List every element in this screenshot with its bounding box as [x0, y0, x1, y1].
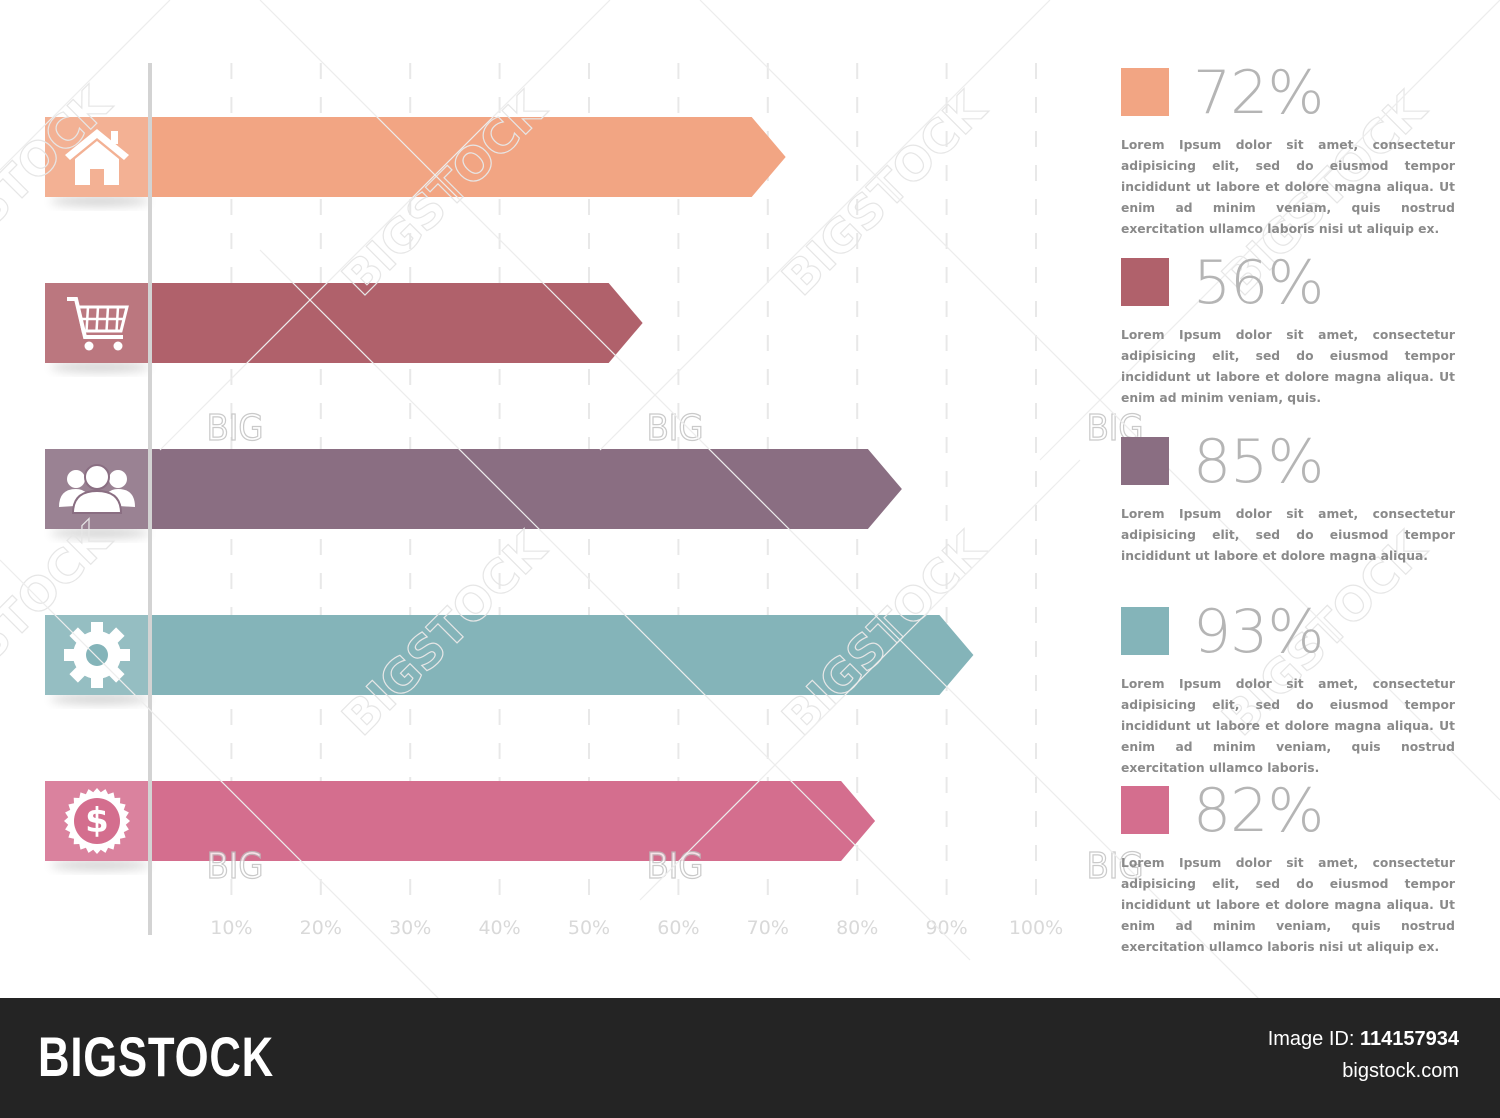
legend-swatch [1121, 607, 1169, 655]
watermark-small-text: BIG [207, 408, 264, 449]
x-axis-ticks: 10% 20% 30% 40% 50% 60% 70% 80% 90% 100% [210, 917, 1063, 939]
bar-body [45, 449, 902, 529]
legend-swatch [1121, 258, 1169, 306]
watermark-small-text: BIG [647, 408, 704, 449]
x-tick-label: 100% [1009, 917, 1063, 939]
bar-shadow [50, 694, 150, 704]
people-icon [59, 464, 135, 514]
bar-shadow [50, 196, 150, 206]
image-id-label: Image ID: [1267, 1028, 1355, 1050]
bars: $ [45, 117, 974, 861]
bar-shadows [50, 196, 150, 870]
bar [45, 615, 974, 695]
bar-body [45, 283, 643, 363]
x-tick-label: 10% [210, 917, 252, 939]
bar-body [45, 781, 876, 861]
bar [45, 283, 643, 363]
bar-shadow [50, 362, 150, 372]
home-icon [65, 129, 129, 185]
x-tick-label: 60% [657, 917, 699, 939]
legend-description: Lorem Ipsum dolor sit amet, consectetur … [1121, 328, 1455, 405]
legend-description: Lorem Ipsum dolor sit amet, consectetur … [1121, 507, 1455, 563]
site-url[interactable]: bigstock.com [1342, 1060, 1459, 1082]
legend-description: Lorem Ipsum dolor sit amet, consectetur … [1121, 138, 1455, 236]
x-tick-label: 40% [478, 917, 520, 939]
x-tick-label: 80% [836, 917, 878, 939]
legend-percent: 72% [1193, 58, 1324, 128]
watermark-line [259, 249, 971, 961]
watermark-line [599, 0, 1051, 451]
dollar-icon: $ [64, 788, 130, 854]
watermark-small-text: BIG [647, 846, 704, 887]
image-id-line: Image ID: 114157934 [1268, 1028, 1459, 1051]
x-tick-label: 70% [747, 917, 789, 939]
legend-percent: 93% [1193, 597, 1324, 667]
bar-chart: 10% 20% 30% 40% 50% 60% 70% 80% 90% 100% $ BIGSTO… [0, 0, 1500, 998]
x-tick-label: 90% [925, 917, 967, 939]
brand-logo: BIGSTOCK [38, 1025, 274, 1088]
x-tick-label: 20% [300, 917, 342, 939]
bar [45, 449, 902, 529]
legend-percent: 56% [1193, 248, 1324, 318]
gear-icon [64, 622, 130, 688]
legend-swatch [1121, 68, 1169, 116]
bar-body [45, 615, 974, 695]
watermark-small-text: BIG [1087, 846, 1144, 887]
bar-body [45, 117, 786, 197]
legend-description: Lorem Ipsum dolor sit amet, consectetur … [1121, 856, 1455, 954]
watermark-text: BIGSTOCK [772, 80, 998, 306]
legend-percent: 85% [1193, 427, 1324, 497]
legend-description: Lorem Ipsum dolor sit amet, consectetur … [1121, 677, 1455, 775]
watermark-line [1039, 0, 1500, 461]
footer-bar: BIGSTOCK Image ID: 114157934 bigstock.co… [0, 998, 1500, 1118]
bar: $ [45, 781, 876, 861]
watermark-line [159, 0, 611, 451]
bar-shadow [50, 860, 150, 870]
image-id-value: 114157934 [1359, 1028, 1459, 1050]
cart-icon [67, 297, 129, 351]
bar-shadow [50, 528, 150, 538]
watermark-line [639, 459, 1081, 901]
y-axis-line [148, 63, 152, 935]
legend-swatch [1121, 786, 1169, 834]
watermark-line [0, 559, 439, 998]
watermark-line [699, 0, 1500, 801]
watermark-small-text: BIG [207, 846, 264, 887]
watermark-line [0, 0, 171, 171]
svg-text:$: $ [85, 801, 109, 841]
watermark-line [259, 0, 1259, 998]
x-tick-label: 50% [568, 917, 610, 939]
x-tick-label: 30% [389, 917, 431, 939]
legend-swatch [1121, 437, 1169, 485]
legend-percent: 82% [1193, 776, 1324, 846]
bar [45, 117, 786, 197]
